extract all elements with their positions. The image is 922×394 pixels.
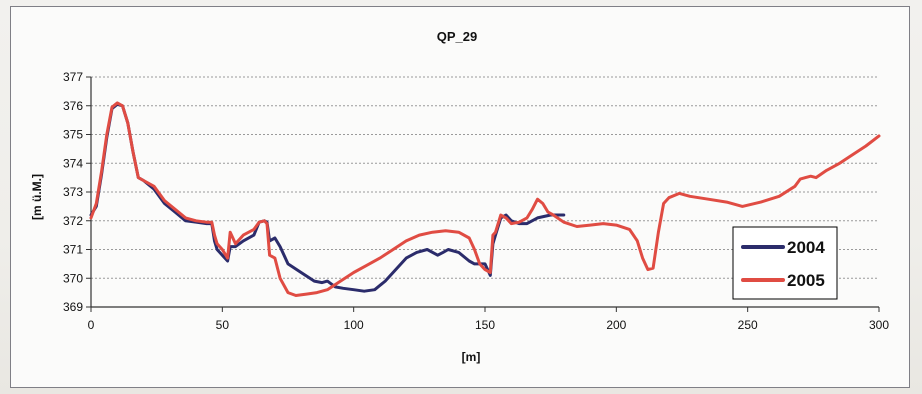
x-tick-label: 300 bbox=[869, 318, 889, 332]
line-chart: 369 370 371 372 373 374 375 376 377 0 50 100 150 200 2… bbox=[30, 29, 889, 364]
axes-layer: 369 370 371 372 373 374 375 376 377 0 50 100 150 200 2… bbox=[63, 70, 889, 332]
legend: 2004 2005 bbox=[732, 226, 838, 300]
y-tick-label: 370 bbox=[63, 271, 83, 285]
chart-area: 369 370 371 372 373 374 375 376 377 0 50 100 150 200 2… bbox=[10, 6, 910, 388]
legend-label-2005: 2005 bbox=[787, 271, 825, 290]
legend-label-2004: 2004 bbox=[787, 238, 825, 257]
y-tick-label: 373 bbox=[63, 185, 83, 199]
y-tick-label: 376 bbox=[63, 99, 83, 113]
series-line-2005 bbox=[89, 101, 881, 297]
series-layer bbox=[89, 101, 881, 297]
y-tick-label: 374 bbox=[63, 156, 83, 170]
y-tick-label: 371 bbox=[63, 243, 83, 257]
x-tick-label: 150 bbox=[475, 318, 495, 332]
x-axis-title: [m] bbox=[462, 350, 481, 364]
y-tick-label: 375 bbox=[63, 128, 83, 142]
y-tick-label: 377 bbox=[63, 70, 83, 84]
x-tick-label: 0 bbox=[88, 318, 95, 332]
series-line-2004 bbox=[89, 102, 566, 293]
y-tick-label: 369 bbox=[63, 300, 83, 314]
chart-title: QP_29 bbox=[437, 29, 477, 44]
x-tick-label: 200 bbox=[606, 318, 626, 332]
y-axis-title: [m ü.M.] bbox=[30, 174, 44, 220]
x-tick-label: 250 bbox=[738, 318, 758, 332]
x-tick-label: 50 bbox=[216, 318, 230, 332]
legend-box bbox=[732, 226, 838, 300]
x-tick-label: 100 bbox=[344, 318, 364, 332]
y-tick-label: 372 bbox=[63, 214, 83, 228]
